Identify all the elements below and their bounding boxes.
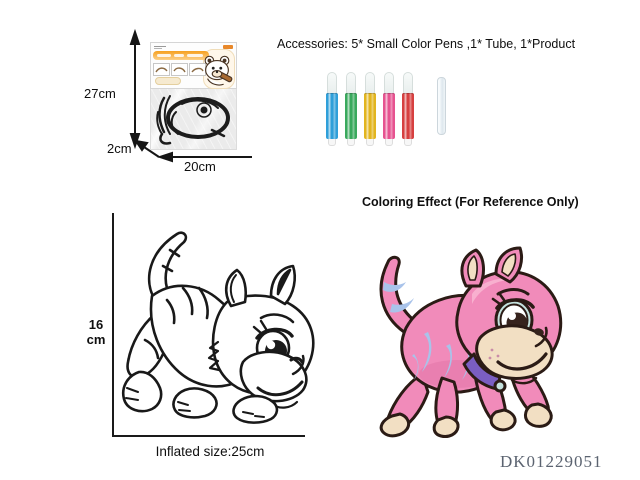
inflated-height-label: 16 cm (86, 317, 106, 347)
color-pen-green (345, 72, 357, 146)
color-pen-yellow (364, 72, 376, 146)
color-pen-pink (383, 72, 395, 146)
package-brand-mark (223, 45, 233, 49)
inflation-tube (437, 77, 446, 135)
package-mascot-illustration (204, 55, 233, 86)
width-ruler-line (112, 435, 305, 437)
height-ruler-line (112, 213, 114, 437)
pen-cap (365, 72, 375, 94)
white-cat-illustration (121, 231, 315, 424)
pen-cap (346, 72, 356, 94)
pen-cap (327, 72, 337, 94)
dimension-arrows (129, 28, 252, 163)
dim-depth-label: 2cm (107, 141, 132, 156)
pen-body (402, 93, 414, 139)
product-code: DK01229051 (500, 452, 603, 471)
pen-body (326, 93, 338, 139)
color-pens (326, 72, 414, 146)
pen-body (345, 93, 357, 139)
dim-height-label: 27cm (84, 86, 116, 101)
pen-base (328, 139, 336, 146)
package-clear-bag (150, 89, 237, 150)
package-info-pill (155, 77, 181, 85)
dim-width-label: 20cm (184, 159, 216, 174)
coloring-effect-label: Coloring Effect (For Reference Only) (362, 195, 579, 209)
pink-cat-tail (379, 255, 418, 334)
inflated-width-label: Inflated size:25cm (155, 444, 265, 459)
color-pen-blue (326, 72, 338, 146)
pink-cat-illustration (379, 246, 563, 438)
package-title-banner (153, 51, 209, 60)
pen-base (347, 139, 355, 146)
package-step-thumbnails (153, 63, 206, 76)
white-cat-muzzle (239, 350, 308, 409)
pen-base (366, 139, 374, 146)
pen-body (364, 93, 376, 139)
pen-base (385, 139, 393, 146)
pen-cap (403, 72, 413, 94)
pen-cap (384, 72, 394, 94)
white-cat-tail (147, 231, 188, 302)
pink-cat-stripes (412, 332, 470, 380)
color-pen-red (402, 72, 414, 146)
pink-cat-muzzle (475, 324, 554, 385)
pink-cat-collar (462, 352, 507, 393)
accessories-text: Accessories: 5* Small Color Pens ,1* Tub… (277, 37, 576, 51)
pen-base (404, 139, 412, 146)
package-photo (150, 42, 237, 150)
pen-body (383, 93, 395, 139)
deflated-product-outline (156, 95, 230, 145)
package-header-card (150, 42, 237, 89)
